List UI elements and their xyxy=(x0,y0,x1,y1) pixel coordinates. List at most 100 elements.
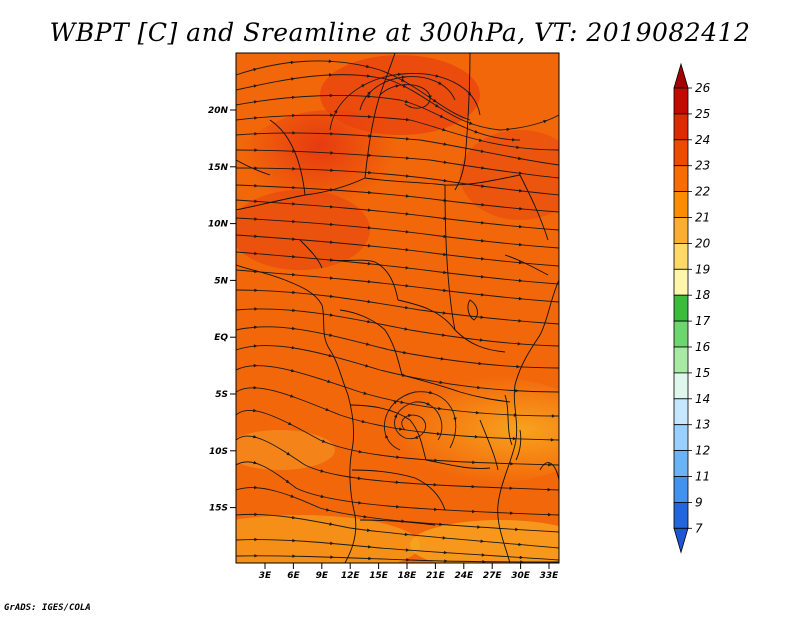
lon-tick-label: 15E xyxy=(369,571,389,581)
streamline-arrow xyxy=(367,91,372,96)
streamline-arrow xyxy=(253,460,258,465)
colorbar-label: 21 xyxy=(695,211,710,225)
colorbar-label: 9 xyxy=(695,495,703,509)
lat-tick-label: 10S xyxy=(209,447,228,457)
streamline-arrow xyxy=(428,390,433,395)
streamline-arrow xyxy=(405,212,410,216)
streamline-arrow xyxy=(520,560,524,563)
streamline-arrow xyxy=(290,60,295,65)
streamline-arrow xyxy=(254,234,258,239)
streamline-arrow xyxy=(481,166,486,170)
streamline-arrow xyxy=(367,261,372,266)
streamline-arrow xyxy=(254,184,258,188)
streamline-arrow xyxy=(395,480,400,484)
streamline-arrow xyxy=(405,230,410,234)
streamline-arrow xyxy=(368,190,372,195)
streamline-arrow xyxy=(518,542,523,547)
streamline-arrow xyxy=(366,528,371,532)
streamline-arrow xyxy=(330,555,334,559)
colorbar-swatch xyxy=(673,294,689,322)
streamline-arrow xyxy=(328,353,333,358)
streamline-arrow xyxy=(435,74,440,78)
streamline-arrow xyxy=(285,479,290,484)
streamline-arrow xyxy=(518,319,523,323)
streamline-arrow xyxy=(368,114,372,119)
colorbar-label: 19 xyxy=(695,262,710,276)
grads-credit: GrADS: IGES/COLA xyxy=(4,603,91,613)
streamline-arrow xyxy=(368,556,372,561)
lon-tick-label: 12E xyxy=(341,571,361,581)
streamline-arrow xyxy=(436,432,441,436)
streamline-arrow xyxy=(290,394,294,398)
streamline-arrow xyxy=(291,326,296,331)
streamline-arrow xyxy=(321,439,326,443)
streamline-arrow xyxy=(404,99,409,104)
streamline-arrow xyxy=(292,219,296,224)
streamline-arrow xyxy=(330,205,334,209)
streamline-arrow xyxy=(432,98,437,103)
streamline-arrow xyxy=(290,368,295,373)
streamline-arrow xyxy=(442,536,447,540)
lat-tick-label: 5N xyxy=(214,276,228,286)
streamline-arrow xyxy=(518,224,523,229)
streamline-arrow xyxy=(367,94,372,99)
streamline-arrow xyxy=(518,296,523,301)
map-title: WBPT [C] and Sreamline at 300hPa, VT: 20… xyxy=(49,18,751,47)
colorbar-label: 25 xyxy=(695,107,710,121)
colorbar-swatch xyxy=(673,372,689,400)
streamline-arrow xyxy=(551,414,556,418)
streamline-arrow xyxy=(329,93,334,98)
streamline-arrow xyxy=(367,319,371,324)
lat-tick-label: 15N xyxy=(208,163,229,173)
streamline-arrow xyxy=(290,494,295,498)
streamline-arrow xyxy=(253,84,258,88)
streamline-arrow xyxy=(434,458,438,463)
streamline-arrow xyxy=(333,109,338,114)
streamline-arrow xyxy=(439,380,444,385)
streamline-arrow xyxy=(320,469,325,473)
colorbar-swatch xyxy=(673,320,689,348)
streamline-arrow xyxy=(510,461,514,466)
colorbar-label: 11 xyxy=(695,470,710,484)
streamline-arrow xyxy=(292,113,296,118)
streamline-arrow xyxy=(329,313,334,317)
colorbar-label: 14 xyxy=(695,392,710,406)
streamline-arrow xyxy=(547,512,552,517)
colorbar-swatch xyxy=(673,424,689,452)
streamline-arrow xyxy=(478,361,483,366)
lat-tick-label: 5S xyxy=(215,390,228,400)
streamline-arrow xyxy=(329,240,334,244)
streamline-arrow xyxy=(330,222,334,227)
colorbar-swatch xyxy=(673,165,689,192)
streamline-arrow xyxy=(518,189,523,193)
lon-tick-label: 6E xyxy=(287,571,300,581)
lat-tick-label: EQ xyxy=(214,333,228,343)
streamline-arrow xyxy=(405,117,410,122)
streamline-arrow xyxy=(404,327,409,331)
lon-tick-label: 3E xyxy=(259,571,272,581)
streamline-arrow xyxy=(254,485,258,490)
streamline-arrow xyxy=(453,417,457,422)
streamline-arrow xyxy=(292,202,296,206)
streamline-arrow xyxy=(516,364,521,369)
streamline-arrow xyxy=(437,81,442,85)
streamline-arrow xyxy=(395,84,400,88)
streamline-arrow xyxy=(435,103,440,108)
streamline-arrow xyxy=(441,333,446,337)
streamline-arrow xyxy=(474,130,479,134)
streamline-arrow xyxy=(548,463,552,467)
streamline-arrow xyxy=(254,288,258,293)
streamline-arrow xyxy=(291,515,296,520)
streamline-arrow xyxy=(325,407,330,412)
streamline-arrow xyxy=(405,284,410,288)
streamline-arrow xyxy=(254,512,258,517)
streamline-arrow xyxy=(517,342,522,346)
streamline-arrow xyxy=(254,132,258,136)
streamline-arrow xyxy=(254,554,258,558)
streamline-arrow xyxy=(515,527,519,532)
streamline-arrow xyxy=(518,260,523,265)
streamline-arrow xyxy=(292,290,296,295)
streamlines xyxy=(236,59,559,563)
streamline-arrow xyxy=(475,410,480,415)
